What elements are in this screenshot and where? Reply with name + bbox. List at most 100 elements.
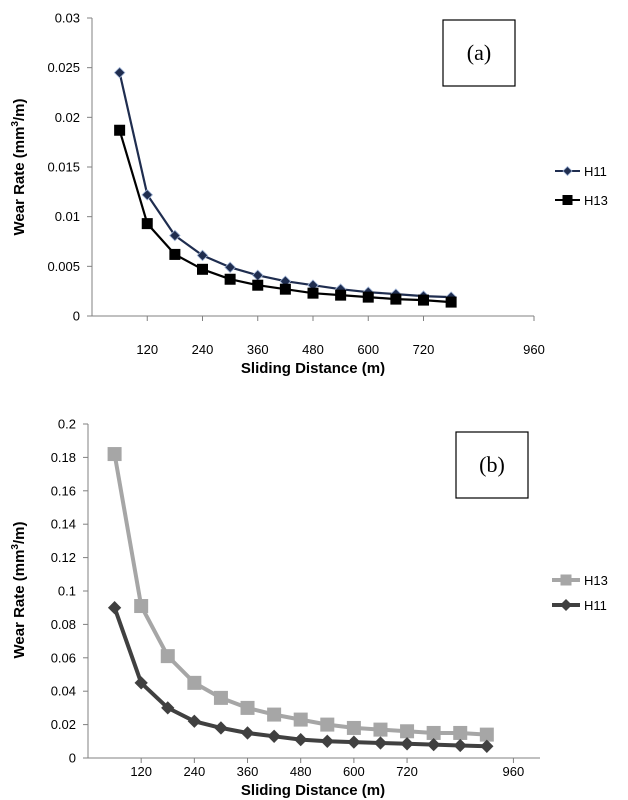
legend-marker-h11	[562, 165, 573, 177]
data-point-h11	[240, 726, 255, 740]
data-point-h13	[320, 717, 335, 732]
data-point-h13	[252, 279, 264, 291]
data-point-h11	[453, 738, 467, 753]
data-point-h11	[426, 737, 441, 752]
data-point-h13	[400, 724, 415, 739]
data-point-h13	[141, 218, 153, 230]
data-point-h13	[418, 294, 429, 306]
y-tick-label: 0.02	[51, 717, 76, 732]
data-point-h11	[113, 66, 126, 79]
y-tick-label: 0.03	[55, 11, 80, 26]
x-axis-title: Sliding Distance (m)	[241, 360, 385, 377]
y-tick-label: 0	[73, 309, 80, 324]
data-point-h11	[224, 261, 236, 274]
legend: H11 H13	[555, 164, 608, 208]
data-point-h13	[279, 283, 291, 295]
x-tick-label: 120	[136, 342, 158, 357]
data-point-h13	[134, 599, 149, 614]
chart-panel-b: 00.020.040.060.080.10.120.140.160.180.2 …	[10, 417, 608, 800]
series-line-h11	[118, 71, 453, 299]
x-tick-label: 480	[302, 342, 324, 357]
data-point-h13	[346, 720, 361, 735]
data-point-h11	[373, 736, 388, 750]
data-point-h11	[294, 732, 308, 747]
data-point-h11	[480, 739, 494, 753]
y-tick-label: 0.01	[55, 209, 80, 224]
data-point-h11	[141, 189, 154, 201]
data-point-h11	[161, 701, 175, 715]
data-point-h13	[307, 287, 319, 299]
data-point-h13	[169, 248, 181, 260]
x-tick-label: 600	[357, 342, 379, 357]
y-tick-label: 0.02	[55, 110, 80, 125]
x-tick-label: 960	[523, 342, 545, 357]
chart-panel-a: 0 0.005 0.01 0.015 0.02 0.025 0.03 120 240 360 48…	[10, 11, 608, 378]
data-point-h13	[187, 675, 202, 690]
x-tick-label: 240	[192, 342, 214, 357]
x-axis-title: Sliding Distance (m)	[241, 782, 385, 799]
data-point-h13	[107, 447, 122, 462]
x-tick-label: 360	[237, 764, 259, 779]
legend-label-h11: H11	[584, 598, 607, 613]
panel-label-box	[442, 19, 516, 87]
y-tick-label: 0.06	[51, 650, 76, 665]
data-point-h11	[134, 676, 148, 690]
y-axis-title: Wear Rate (mm3/m)	[10, 521, 28, 658]
data-point-h13	[445, 296, 457, 308]
data-point-h11	[320, 734, 334, 748]
data-point-h11	[187, 714, 202, 728]
series-layer	[113, 66, 457, 308]
data-point-h13	[114, 124, 126, 136]
data-point-h13	[479, 727, 494, 742]
panel-label: (b)	[479, 452, 505, 477]
data-point-h13	[293, 712, 308, 727]
series-layer	[107, 447, 494, 753]
y-tick-label: 0.025	[47, 60, 80, 75]
y-tick-label: 0.12	[51, 550, 76, 565]
data-point-h11	[169, 229, 181, 242]
y-tick-label: 0	[69, 751, 76, 766]
y-tick-label: 0.1	[58, 584, 76, 599]
data-point-h13	[213, 690, 228, 705]
x-tick-labels: 120 240 360 480 600 720 960	[136, 316, 545, 357]
legend-label-h13: H13	[584, 573, 608, 588]
x-tick-label: 120	[130, 764, 152, 779]
y-axis-title: Wear Rate (mm3/m)	[10, 98, 28, 235]
x-tick-label: 720	[413, 342, 435, 357]
y-tick-label: 0.2	[58, 417, 76, 432]
legend-marker-h11	[560, 599, 572, 611]
data-point-h13	[426, 725, 441, 740]
y-tick-label: 0.015	[47, 160, 80, 175]
legend-marker-h13	[560, 574, 572, 586]
legend-marker-h13	[562, 195, 573, 205]
x-tick-label: 720	[396, 764, 418, 779]
y-tick-label: 0.14	[51, 517, 76, 532]
y-tick-label: 0.08	[51, 617, 76, 632]
data-point-h11	[214, 721, 228, 735]
panel-label: (a)	[467, 40, 491, 65]
legend-label-h11: H11	[584, 164, 607, 179]
data-point-h13	[224, 273, 236, 285]
x-tick-label: 480	[290, 764, 312, 779]
legend-label-h13: H13	[584, 193, 608, 208]
data-point-h13	[362, 291, 374, 303]
series-line-h13	[112, 452, 489, 737]
data-point-h13	[240, 700, 255, 715]
data-point-h13	[267, 707, 282, 722]
x-tick-label: 600	[343, 764, 365, 779]
data-point-h11	[107, 601, 122, 615]
data-point-h13	[453, 725, 468, 740]
y-tick-labels: 0 0.02 0.04 0.06 0.08 0.1 0.12 0.14 0.16 0.18 0.2	[51, 417, 88, 766]
data-point-h11	[267, 729, 281, 743]
panel-label-box	[455, 431, 529, 499]
y-tick-label: 0.005	[47, 259, 80, 274]
x-tick-labels: 120 240 360 480 600 720 960	[130, 758, 524, 779]
x-tick-label: 960	[503, 764, 525, 779]
x-tick-label: 360	[247, 342, 269, 357]
data-point-h13	[160, 649, 175, 664]
data-point-h11	[196, 249, 209, 262]
data-point-h13	[373, 722, 388, 737]
y-tick-label: 0.04	[51, 684, 76, 699]
data-point-h13	[390, 293, 402, 305]
